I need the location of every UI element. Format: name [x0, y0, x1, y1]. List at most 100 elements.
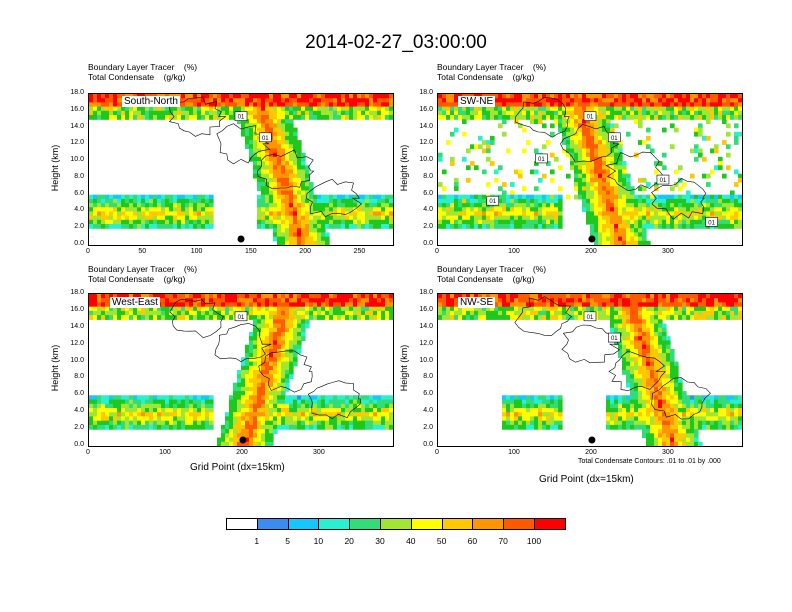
contour-label: 01: [535, 153, 548, 164]
colorbar-label: 50: [436, 536, 447, 546]
location-marker: [588, 235, 596, 243]
y-tick-label: 16.0: [70, 105, 84, 113]
panel-label-line: Boundary Layer Tracer (%): [437, 62, 547, 72]
panel-label-line: Total Condensate (g/kg): [88, 274, 186, 284]
colorbar-swatch: [380, 518, 412, 530]
y-tick-label: 6.0: [423, 390, 433, 398]
panel-label-line: Total Condensate (g/kg): [437, 72, 535, 82]
contour-label: 01: [234, 311, 248, 322]
x-axis-label: Grid Point (dx=15km): [539, 474, 634, 485]
contour-line: [605, 151, 664, 192]
x-tick-label: 150: [245, 248, 257, 255]
colorbar-swatch: [472, 518, 505, 530]
contour-line: [216, 123, 271, 165]
y-tick-label: 14.0: [70, 322, 84, 330]
colorbar-label: 1: [254, 536, 260, 546]
contour-label: 01: [656, 174, 670, 185]
contour-label: 01: [583, 111, 597, 121]
contour-line: [307, 380, 361, 420]
region-label: NW-SE: [458, 297, 496, 308]
y-tick-label: 4.0: [423, 206, 433, 214]
y-tick-label: 12.0: [70, 339, 84, 347]
contour-line: [168, 96, 227, 137]
contour-label: 01: [608, 132, 621, 143]
y-tick-label: 0.0: [423, 441, 433, 448]
chart-panel-2: 01 01 01 01 01 01: [437, 93, 743, 246]
region-label: SW-NE: [458, 96, 496, 107]
contour-note: Total Condensate Contours: .01 to .01 by…: [578, 458, 721, 465]
x-tick-label: 200: [236, 449, 248, 456]
panel-label-line: Boundary Layer Tracer (%): [88, 62, 198, 72]
contour-line: [514, 296, 573, 336]
colorbar-swatch: [410, 518, 443, 530]
contour-line: [257, 149, 315, 190]
chart-panel-1: 01 01: [88, 93, 394, 246]
y-tick-label: 18.0: [419, 289, 433, 296]
y-tick-label: 4.0: [423, 407, 433, 415]
y-tick-label: 18.0: [419, 89, 433, 96]
y-tick-label: 16.0: [419, 305, 433, 313]
chart-panel-3-header: Boundary Layer Tracer (%) Total Condensat…: [88, 264, 197, 284]
panel-label-line: Total Condensate (g/kg): [437, 274, 535, 284]
heatmap-field: 01: [89, 294, 393, 446]
contour-label-text: 01: [660, 178, 667, 184]
chart-panel-4-header: Boundary Layer Tracer (%) Total Condensat…: [437, 264, 546, 284]
contour-label-text: 01: [262, 136, 269, 142]
y-tick-label: 14.0: [419, 322, 433, 330]
y-tick-label: 12.0: [419, 339, 433, 347]
x-axis-label: Grid Point (dx=15km): [190, 462, 285, 473]
location-marker: [588, 436, 596, 444]
x-tick-label: 0: [435, 248, 439, 255]
x-tick-label: 200: [585, 248, 597, 255]
y-axis-label: Height (km): [399, 344, 409, 392]
x-tick-label: 200: [585, 449, 597, 456]
main-title: 2014-02-27_03:00:00: [305, 32, 487, 53]
colorbar-label: 20: [344, 536, 354, 546]
colorbar-label: 70: [498, 536, 508, 546]
chart-panel-3: 01: [88, 293, 394, 447]
contour-label-text: 01: [238, 115, 245, 121]
heatmap-field: 01 01: [438, 294, 742, 446]
y-tick-label: 12.0: [70, 139, 84, 147]
y-tick-label: 8.0: [423, 172, 433, 180]
chart-panel-4: 01 01: [437, 293, 743, 447]
y-tick-label: 16.0: [419, 105, 433, 113]
x-tick-label: 0: [86, 449, 90, 456]
contour-label: 01: [583, 311, 597, 322]
x-tick-label: 100: [190, 248, 203, 255]
x-tick-label: 100: [508, 449, 520, 456]
x-tick-label: 250: [353, 248, 366, 255]
x-tick-label: 100: [508, 248, 520, 255]
y-tick-label: 18.0: [70, 89, 84, 96]
contour-label: 01: [608, 332, 621, 343]
x-tick-label: 300: [313, 449, 325, 456]
colorbar-swatch: [349, 518, 381, 530]
contour-line: [560, 124, 620, 163]
y-tick-label: 2.0: [74, 223, 84, 231]
y-tick-label: 0.0: [74, 240, 84, 247]
location-marker: [239, 436, 247, 444]
contour-line: [258, 350, 313, 393]
contour-label-text: 01: [587, 115, 594, 121]
y-tick-label: 18.0: [70, 289, 84, 296]
contour-label-text: 01: [611, 136, 618, 142]
contour-line: [651, 377, 711, 420]
y-tick-label: 2.0: [423, 424, 433, 432]
contour-label-text: 01: [708, 220, 715, 226]
x-tick-label: 200: [299, 248, 311, 255]
location-marker: [237, 235, 245, 243]
heatmap-field: 01 01 01 01 01 01: [438, 94, 742, 245]
y-tick-label: 12.0: [419, 139, 433, 147]
contour-line: [169, 298, 225, 339]
colorbar-swatch: [441, 518, 474, 530]
y-tick-label: 10.0: [419, 156, 433, 164]
y-tick-label: 0.0: [74, 441, 84, 448]
y-tick-label: 4.0: [74, 206, 84, 214]
x-tick-label: 300: [662, 449, 674, 456]
contour-line: [608, 350, 666, 391]
y-axis-label: Height (km): [50, 144, 60, 191]
heatmap-field: 01 01: [89, 94, 393, 245]
contour-label: 01: [259, 132, 272, 143]
colorbar-swatch: [318, 518, 351, 530]
contour-line: [651, 178, 707, 220]
